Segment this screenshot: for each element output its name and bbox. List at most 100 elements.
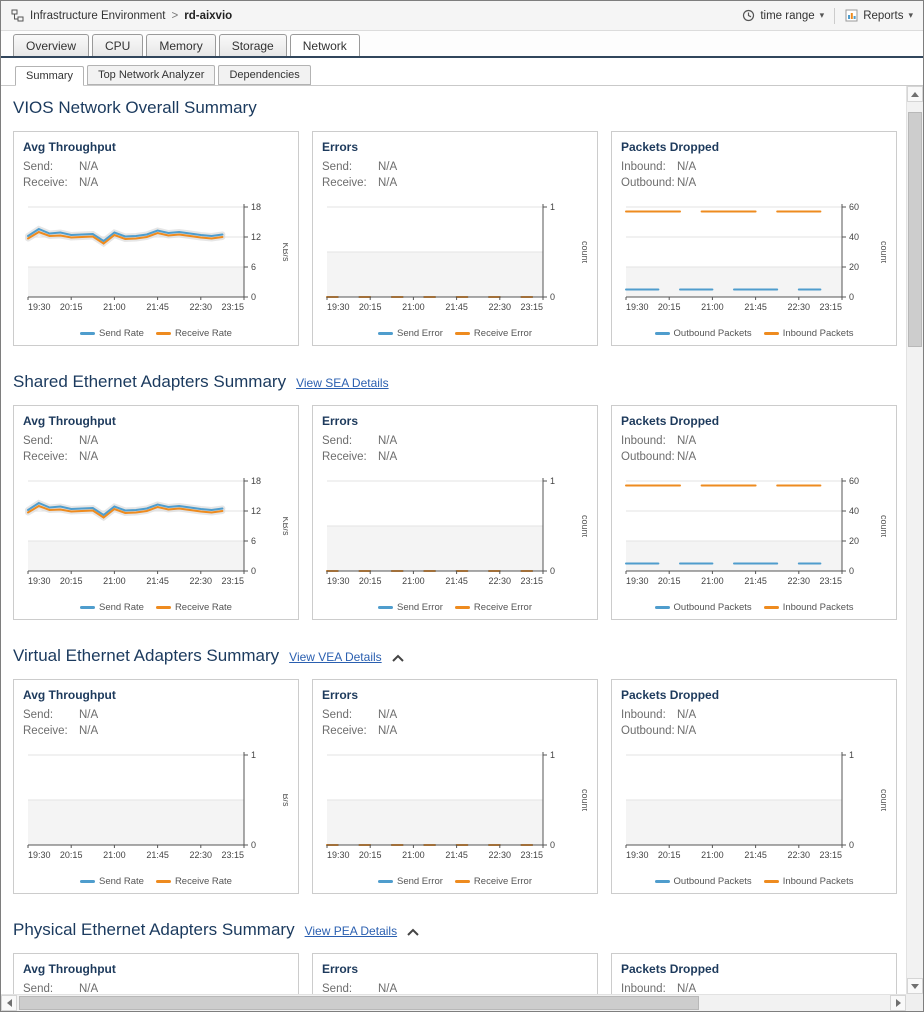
legend-item: Receive Error xyxy=(454,602,532,613)
svg-text:B/s: B/s xyxy=(281,793,288,807)
scroll-right-button[interactable] xyxy=(890,995,906,1011)
svg-text:20:15: 20:15 xyxy=(658,302,681,312)
legend-swatch-icon xyxy=(155,332,171,335)
stat-value: N/A xyxy=(677,451,697,463)
svg-text:18: 18 xyxy=(251,202,261,212)
panel-title: Avg Throughput xyxy=(23,688,116,702)
section-title: Physical Ethernet Adapters Summary xyxy=(13,920,295,939)
legend-label: Send Rate xyxy=(99,602,144,613)
svg-text:19:30: 19:30 xyxy=(327,850,350,860)
legend-label: Outbound Packets xyxy=(673,328,752,339)
infrastructure-environment-icon xyxy=(11,9,24,22)
svg-text:60: 60 xyxy=(849,476,859,486)
breadcrumb: Infrastructure Environment > rd-aixvio xyxy=(11,9,232,22)
stat-value: N/A xyxy=(79,725,99,737)
legend-item: Receive Rate xyxy=(155,602,232,613)
svg-text:23:15: 23:15 xyxy=(819,302,842,312)
svg-text:20: 20 xyxy=(849,262,859,272)
tab-cpu[interactable]: CPU xyxy=(92,34,144,56)
legend-item: Receive Rate xyxy=(155,876,232,887)
report-icon xyxy=(845,9,858,22)
vertical-scroll-thumb[interactable] xyxy=(908,112,922,347)
vertical-scrollbar[interactable] xyxy=(906,86,923,994)
breadcrumb-root[interactable]: Infrastructure Environment xyxy=(30,9,166,22)
panel-title: Packets Dropped xyxy=(621,140,720,154)
tab-summary[interactable]: Summary xyxy=(15,66,85,86)
tab-network[interactable]: Network xyxy=(289,34,360,56)
view-details-link[interactable]: View SEA Details xyxy=(296,376,389,390)
panel-title: Avg Throughput xyxy=(23,962,116,976)
chart: 0 1 count 19:30 20:15 21:00 21:45 22:30 23:15 xyxy=(625,750,886,860)
legend-label: Inbound Packets xyxy=(782,876,854,887)
tab-storage[interactable]: Storage xyxy=(218,34,287,56)
chart: 0 20 40 60 count 19:30 20:15 21:00 21:45 22:30 23:… xyxy=(625,476,886,586)
svg-text:0: 0 xyxy=(550,840,555,850)
stat-label: Outbound: xyxy=(621,725,675,737)
svg-text:1: 1 xyxy=(550,476,555,486)
panel-title: Errors xyxy=(322,688,359,702)
svg-text:21:00: 21:00 xyxy=(402,302,425,312)
scroll-left-button[interactable] xyxy=(1,995,17,1011)
stat-value: N/A xyxy=(79,983,99,994)
legend-item: Outbound Packets xyxy=(654,876,752,887)
svg-text:21:00: 21:00 xyxy=(701,850,724,860)
topbar-controls: time range ▾ Reports ▾ xyxy=(742,7,913,24)
tab-top-network-analyzer[interactable]: Top Network Analyzer xyxy=(87,65,216,85)
stat-label: Receive: xyxy=(23,725,68,737)
section-title: VIOS Network Overall Summary xyxy=(13,98,257,117)
chevron-up-icon[interactable] xyxy=(391,649,404,667)
chart-panel: Avg Throughput Send: N/A Receive: N/A 0 6 12 1… xyxy=(13,131,299,346)
svg-text:0: 0 xyxy=(849,292,854,302)
svg-text:22:30: 22:30 xyxy=(489,576,512,586)
chevron-up-icon[interactable] xyxy=(407,923,419,941)
view-details-link[interactable]: View PEA Details xyxy=(304,924,398,938)
tab-overview[interactable]: Overview xyxy=(13,34,90,56)
time-range-control[interactable]: time range ▾ xyxy=(742,9,824,22)
svg-text:21:00: 21:00 xyxy=(103,302,126,312)
divider xyxy=(834,7,836,24)
svg-text:60: 60 xyxy=(849,202,859,212)
stat-value: N/A xyxy=(79,161,99,173)
stat-label: Outbound: xyxy=(621,177,675,189)
panel-title: Avg Throughput xyxy=(23,140,116,154)
stat-value: N/A xyxy=(677,161,697,173)
tab-memory[interactable]: Memory xyxy=(146,34,216,56)
chart-legend: Outbound Packets Inbound Packets xyxy=(621,328,887,339)
horizontal-scroll-thumb[interactable] xyxy=(19,996,699,1010)
svg-text:21:00: 21:00 xyxy=(701,576,724,586)
svg-text:1: 1 xyxy=(849,750,854,760)
svg-text:18: 18 xyxy=(251,476,261,486)
svg-text:0: 0 xyxy=(251,292,256,302)
scroll-up-button[interactable] xyxy=(907,86,923,102)
svg-text:20: 20 xyxy=(849,536,859,546)
svg-text:count: count xyxy=(879,241,886,264)
legend-label: Receive Rate xyxy=(174,602,232,613)
reports-control[interactable]: Reports ▾ xyxy=(845,9,913,22)
chart-panel: Errors Send: N/A Receive: N/A 0 1 count 19:30 2… xyxy=(312,679,598,894)
section-header: Virtual Ethernet Adapters Summary View V… xyxy=(13,646,906,666)
stat-label: Receive: xyxy=(322,725,367,737)
legend-label: Send Rate xyxy=(99,876,144,887)
legend-swatch-icon xyxy=(454,880,470,883)
svg-text:0: 0 xyxy=(849,566,854,576)
chart-panel: Avg Throughput Send: N/A Receive: N/A 0 6 12 1… xyxy=(13,405,299,620)
svg-text:1: 1 xyxy=(550,202,555,212)
view-details-link[interactable]: View VEA Details xyxy=(289,650,382,664)
horizontal-scrollbar[interactable] xyxy=(1,994,906,1011)
svg-text:0: 0 xyxy=(251,566,256,576)
stat-label: Send: xyxy=(322,983,353,994)
legend-swatch-icon xyxy=(155,880,171,883)
stat-value: N/A xyxy=(378,435,398,447)
legend-label: Outbound Packets xyxy=(673,876,752,887)
panel-title: Errors xyxy=(322,962,359,976)
tab-dependencies[interactable]: Dependencies xyxy=(218,65,311,85)
svg-text:21:45: 21:45 xyxy=(744,302,767,312)
scroll-down-button[interactable] xyxy=(907,978,923,994)
legend-item: Outbound Packets xyxy=(654,328,752,339)
svg-text:19:30: 19:30 xyxy=(28,850,51,860)
